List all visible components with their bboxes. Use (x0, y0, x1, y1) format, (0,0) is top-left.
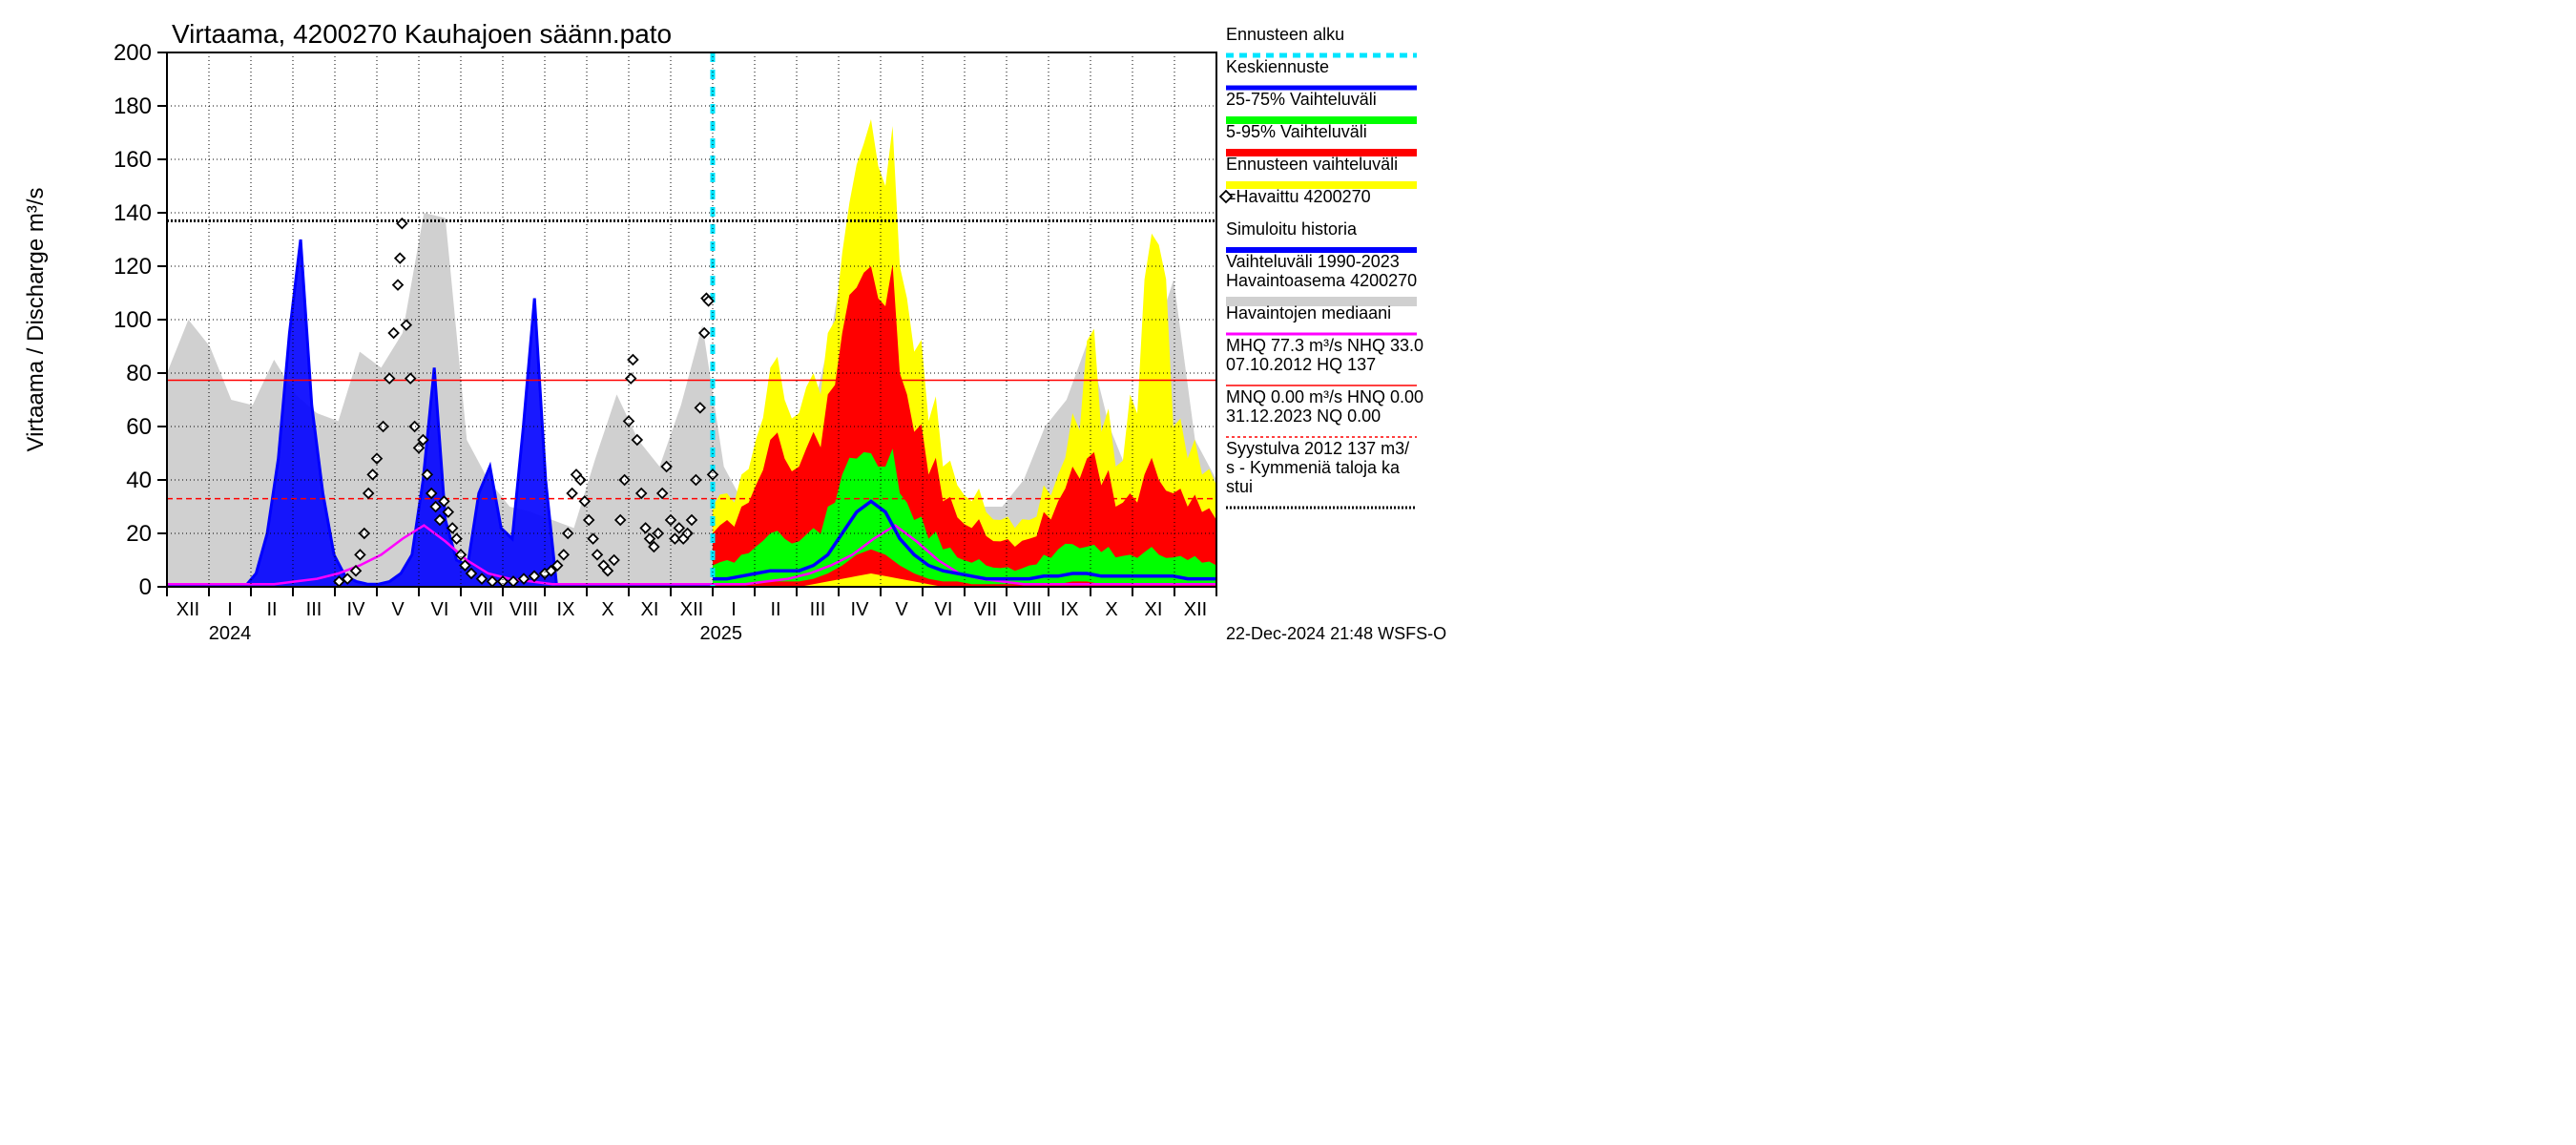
y-axis-label-svg: Virtaama / Discharge m³/s (23, 188, 49, 452)
x-tick-label: VII (974, 599, 997, 620)
legend-label: MHQ 77.3 m³/s NHQ 33.0 (1226, 336, 1423, 355)
svg-text:80: 80 (126, 361, 152, 386)
legend-label: 07.10.2012 HQ 137 (1226, 355, 1376, 374)
legend-label: Havaintoasema 4200270 (1226, 271, 1417, 290)
svg-text:180: 180 (114, 94, 152, 119)
svg-text:200: 200 (114, 40, 152, 66)
x-tick-label: IX (1061, 599, 1079, 620)
x-tick-label: XI (641, 599, 659, 620)
svg-text:40: 40 (126, 468, 152, 493)
x-tick-label: XII (1184, 599, 1207, 620)
legend-label: s - Kymmeniä taloja ka (1226, 458, 1401, 477)
x-tick-label: II (266, 599, 277, 620)
x-tick-label: VIII (509, 599, 538, 620)
x-tick-label: IX (557, 599, 575, 620)
legend-label: stui (1226, 477, 1253, 496)
x-tick-label: V (391, 599, 405, 620)
legend-label: Simuloitu historia (1226, 219, 1358, 239)
legend-label: Syystulva 2012 137 m3/ (1226, 439, 1409, 458)
svg-text:100: 100 (114, 307, 152, 333)
x-tick-label: XII (177, 599, 199, 620)
svg-text:60: 60 (126, 414, 152, 440)
legend-label: Keskiennuste (1226, 57, 1329, 76)
legend-label: Vaihteluväli 1990-2023 (1226, 252, 1400, 271)
x-tick-label: VI (935, 599, 953, 620)
x-tick-label: I (731, 599, 737, 620)
x-tick-label: XII (680, 599, 703, 620)
legend-label: =Havaittu 4200270 (1226, 187, 1371, 206)
legend-label: 25-75% Vaihteluväli (1226, 90, 1377, 109)
legend-label: 5-95% Vaihteluväli (1226, 122, 1367, 141)
discharge-forecast-chart: 020406080100120140160180200XIIIIIIIIIVVV… (0, 0, 1450, 649)
svg-text:140: 140 (114, 200, 152, 226)
x-tick-label: II (770, 599, 780, 620)
x-tick-label: V (895, 599, 908, 620)
legend-label: 31.12.2023 NQ 0.00 (1226, 406, 1381, 426)
legend-label: Ennusteen vaihteluväli (1226, 155, 1398, 174)
x-tick-label: IV (347, 599, 366, 620)
x-year-label: 2025 (700, 623, 743, 644)
x-tick-label: III (306, 599, 322, 620)
footer-text: 22-Dec-2024 21:48 WSFS-O (1226, 624, 1446, 643)
legend-label: Havaintojen mediaani (1226, 303, 1391, 323)
x-tick-label: VIII (1013, 599, 1042, 620)
x-year-label: 2024 (209, 623, 252, 644)
x-tick-label: VII (470, 599, 493, 620)
svg-text:120: 120 (114, 254, 152, 280)
legend-label: MNQ 0.00 m³/s HNQ 0.00 (1226, 387, 1423, 406)
legend-label: Ennusteen alku (1226, 25, 1344, 44)
x-tick-label: X (601, 599, 613, 620)
svg-text:0: 0 (139, 574, 152, 600)
x-tick-label: IV (851, 599, 870, 620)
x-tick-label: I (227, 599, 233, 620)
chart-title-svg: Virtaama, 4200270 Kauhajoen säänn.pato (172, 19, 672, 49)
x-tick-label: III (810, 599, 826, 620)
x-tick-label: XI (1145, 599, 1163, 620)
x-tick-label: VI (431, 599, 449, 620)
legend: Ennusteen alku Keskiennuste 25-75% Vaihtel… (1220, 25, 1423, 508)
x-tick-label: X (1105, 599, 1117, 620)
svg-text:160: 160 (114, 147, 152, 173)
svg-text:20: 20 (126, 521, 152, 547)
